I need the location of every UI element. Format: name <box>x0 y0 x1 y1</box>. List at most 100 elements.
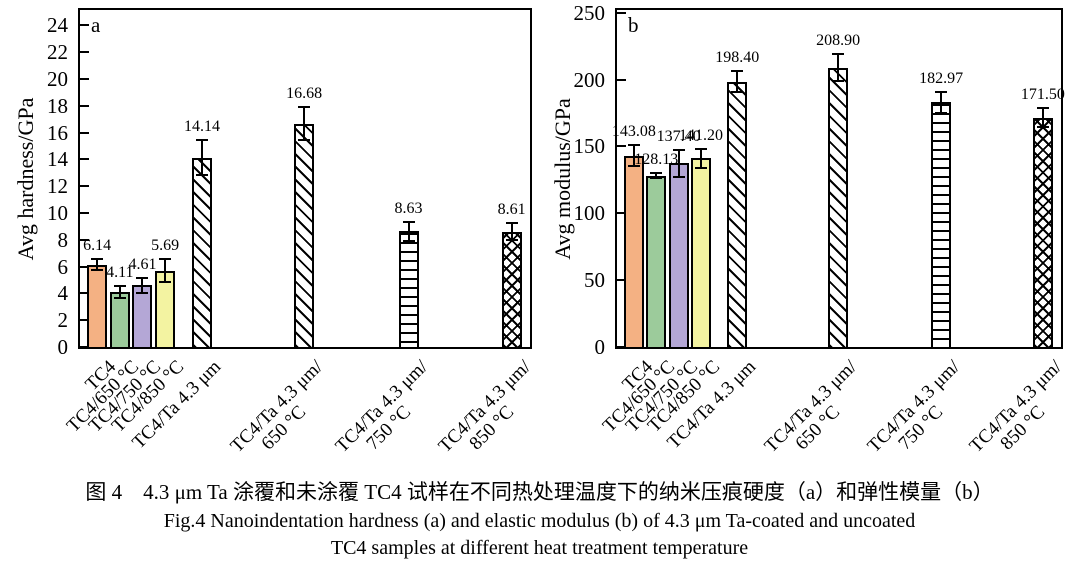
error-cap-top-b-0 <box>627 143 640 146</box>
y-tick-label-b: 50 <box>584 268 605 293</box>
error-bar-b-2 <box>677 149 680 177</box>
y-tick-label-b: 150 <box>573 134 606 159</box>
y-tick-a <box>80 265 89 268</box>
panel-letter-b: b <box>628 13 639 37</box>
y-tick-label-a: 24 <box>47 13 68 38</box>
error-cap-bottom-a-0 <box>91 269 104 272</box>
value-label-b-7: 171.50 <box>1020 86 1065 104</box>
error-cap-bottom-a-5 <box>298 138 311 141</box>
bar-a-4 <box>191 157 212 349</box>
y-axis-title-b: Avg modulus/GPa <box>550 97 575 260</box>
error-bar-b-6 <box>940 91 943 113</box>
bar-b-1 <box>646 175 667 349</box>
bar-a-7 <box>501 231 522 349</box>
error-cap-bottom-a-4 <box>195 173 208 176</box>
error-cap-bottom-a-7 <box>505 239 518 242</box>
y-tick-label-a: 14 <box>47 147 68 172</box>
y-tick-a <box>80 346 89 348</box>
y-tick-b <box>617 145 626 148</box>
error-cap-bottom-b-7 <box>1036 126 1049 129</box>
error-bar-b-1 <box>655 172 658 179</box>
y-tick-a <box>80 78 89 81</box>
caption-english-line2: TC4 samples at different heat treatment … <box>330 537 749 559</box>
error-bar-b-4 <box>736 70 739 93</box>
error-cap-top-a-6 <box>402 220 415 223</box>
y-tick-b <box>617 11 626 14</box>
y-tick-label-a: 12 <box>47 174 68 199</box>
bar-b-5 <box>828 67 849 349</box>
error-cap-top-a-5 <box>298 106 311 109</box>
error-cap-top-a-4 <box>195 139 208 142</box>
value-label-b-2: 137.40 <box>656 127 701 145</box>
y-tick-label-b: 250 <box>573 0 606 25</box>
error-cap-bottom-b-3 <box>695 166 708 169</box>
y-tick-label-a: 16 <box>47 120 68 145</box>
y-tick-label-b: 100 <box>573 201 606 226</box>
value-label-b-1: 128.13 <box>634 150 679 168</box>
bar-a-6 <box>398 231 419 349</box>
y-tick-label-b: 200 <box>573 67 606 92</box>
error-bar-a-4 <box>200 140 203 175</box>
y-tick-a <box>80 51 89 54</box>
error-cap-bottom-a-1 <box>113 296 126 299</box>
error-cap-top-a-7 <box>505 221 518 224</box>
bar-b-2 <box>668 163 689 349</box>
value-label-a-2: 4.61 <box>128 255 157 273</box>
y-tick-label-a: 4 <box>57 281 69 306</box>
error-bar-a-2 <box>141 277 144 293</box>
caption-english-line1: Fig.4 Nanoindentation hardness (a) and e… <box>163 510 916 532</box>
error-cap-top-a-1 <box>113 284 126 287</box>
y-tick-b <box>617 279 626 282</box>
error-cap-top-b-4 <box>731 69 744 72</box>
y-tick-label-a: 8 <box>57 227 69 252</box>
value-label-a-4: 14.14 <box>183 118 220 136</box>
bar-b-0 <box>623 155 644 349</box>
error-bar-b-0 <box>632 144 635 167</box>
error-cap-bottom-b-4 <box>731 91 744 94</box>
value-label-a-5: 16.68 <box>286 85 323 103</box>
error-cap-top-b-6 <box>935 90 948 93</box>
error-bar-b-3 <box>700 148 703 168</box>
value-label-a-3: 5.69 <box>151 237 180 255</box>
y-tick-a <box>80 212 89 214</box>
bar-a-2 <box>132 285 153 349</box>
y-tick-b <box>617 212 626 215</box>
bar-b-6 <box>931 102 952 349</box>
bar-b-7 <box>1032 117 1053 349</box>
value-label-b-3: 141.20 <box>679 126 724 144</box>
error-cap-top-a-0 <box>91 258 104 261</box>
error-cap-top-b-7 <box>1036 107 1049 110</box>
bar-a-5 <box>294 123 315 349</box>
value-label-b-6: 182.97 <box>919 69 964 87</box>
error-cap-top-b-5 <box>832 53 845 56</box>
error-cap-bottom-b-2 <box>672 175 685 178</box>
bar-a-1 <box>109 291 130 349</box>
y-tick-a <box>80 158 89 161</box>
error-bar-b-7 <box>1041 108 1044 127</box>
error-cap-bottom-b-1 <box>650 177 663 180</box>
error-cap-bottom-b-5 <box>832 80 845 82</box>
error-cap-bottom-a-3 <box>159 281 172 284</box>
bar-b-3 <box>691 158 712 349</box>
error-bar-a-7 <box>510 222 513 241</box>
y-tick-label-a: 6 <box>57 254 69 279</box>
y-tick-a <box>80 131 89 134</box>
error-bar-a-0 <box>96 259 99 271</box>
error-cap-bottom-a-6 <box>402 240 415 242</box>
error-cap-top-a-3 <box>159 258 172 261</box>
value-label-a-6: 8.63 <box>394 199 423 217</box>
y-tick-a <box>80 238 89 241</box>
value-label-b-4: 198.40 <box>715 48 760 66</box>
error-cap-top-b-3 <box>695 147 708 150</box>
y-tick-b <box>617 78 626 81</box>
error-cap-top-b-2 <box>672 148 685 151</box>
error-bar-b-5 <box>837 54 840 81</box>
error-bar-a-5 <box>303 107 306 140</box>
error-cap-top-b-1 <box>650 171 663 174</box>
bar-a-0 <box>87 264 108 349</box>
y-tick-label-a: 22 <box>47 40 68 65</box>
y-tick-label-a: 18 <box>47 93 68 118</box>
value-label-a-7: 8.61 <box>497 200 526 218</box>
y-tick-a <box>80 292 89 295</box>
value-label-b-5: 208.90 <box>816 32 861 50</box>
